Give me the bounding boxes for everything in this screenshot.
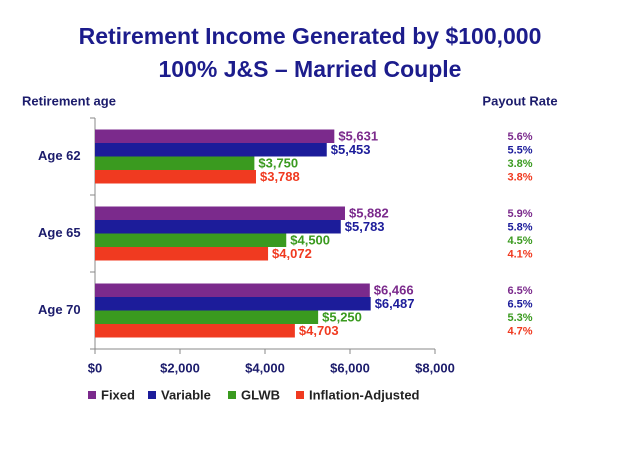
bar xyxy=(95,310,319,324)
legend-swatch xyxy=(88,391,96,399)
value-label: $5,250 xyxy=(322,310,362,325)
y-tick-label: Age 70 xyxy=(38,302,81,317)
payout-label: 6.5% xyxy=(507,299,532,311)
bar xyxy=(95,297,371,311)
payout-label: 5.9% xyxy=(507,208,532,220)
legend-label: Fixed xyxy=(101,387,135,402)
payout-header: Payout Rate xyxy=(482,93,557,108)
payout-label: 4.1% xyxy=(507,249,532,261)
bar xyxy=(95,283,370,297)
value-label: $4,072 xyxy=(272,246,312,261)
bar xyxy=(95,233,287,247)
payout-label: 5.5% xyxy=(507,145,532,157)
payout-label: 6.5% xyxy=(507,285,532,297)
legend-swatch xyxy=(296,391,304,399)
bar xyxy=(95,143,327,157)
bar xyxy=(95,156,255,170)
value-label: $4,500 xyxy=(290,233,330,248)
payout-label: 5.3% xyxy=(507,312,532,324)
bar xyxy=(95,206,345,220)
value-label: $3,788 xyxy=(260,169,300,184)
value-label: $5,783 xyxy=(345,219,385,234)
chart-subtitle: 100% J&S – Married Couple xyxy=(159,56,462,82)
legend-swatch xyxy=(148,391,156,399)
legend-label: GLWB xyxy=(241,387,280,402)
value-label: $5,882 xyxy=(349,206,389,221)
bar xyxy=(95,129,335,143)
value-label: $4,703 xyxy=(299,323,339,338)
x-tick-label: $8,000 xyxy=(415,360,455,375)
bar xyxy=(95,247,269,261)
y-tick-label: Age 65 xyxy=(38,225,81,240)
payout-label: 5.8% xyxy=(507,222,532,234)
value-label: $6,466 xyxy=(374,283,414,298)
bar xyxy=(95,324,295,338)
chart-title: Retirement Income Generated by $100,000 xyxy=(79,23,542,49)
bar xyxy=(95,170,256,184)
legend-swatch xyxy=(228,391,236,399)
payout-label: 4.5% xyxy=(507,235,532,247)
x-tick-label: $6,000 xyxy=(330,360,370,375)
payout-label: 3.8% xyxy=(507,158,532,170)
value-label: $6,487 xyxy=(375,296,415,311)
x-tick-label: $0 xyxy=(88,360,102,375)
y-tick-label: Age 62 xyxy=(38,148,81,163)
y-axis-label: Retirement age xyxy=(22,93,116,108)
bar xyxy=(95,220,341,234)
legend-label: Inflation-Adjusted xyxy=(309,387,420,402)
payout-label: 5.6% xyxy=(507,131,532,143)
legend-label: Variable xyxy=(161,387,211,402)
x-tick-label: $2,000 xyxy=(160,360,200,375)
value-label: $5,453 xyxy=(331,142,371,157)
value-label: $5,631 xyxy=(338,129,378,144)
payout-label: 3.8% xyxy=(507,172,532,184)
value-label: $3,750 xyxy=(258,156,298,171)
payout-label: 4.7% xyxy=(507,326,532,338)
x-tick-label: $4,000 xyxy=(245,360,285,375)
